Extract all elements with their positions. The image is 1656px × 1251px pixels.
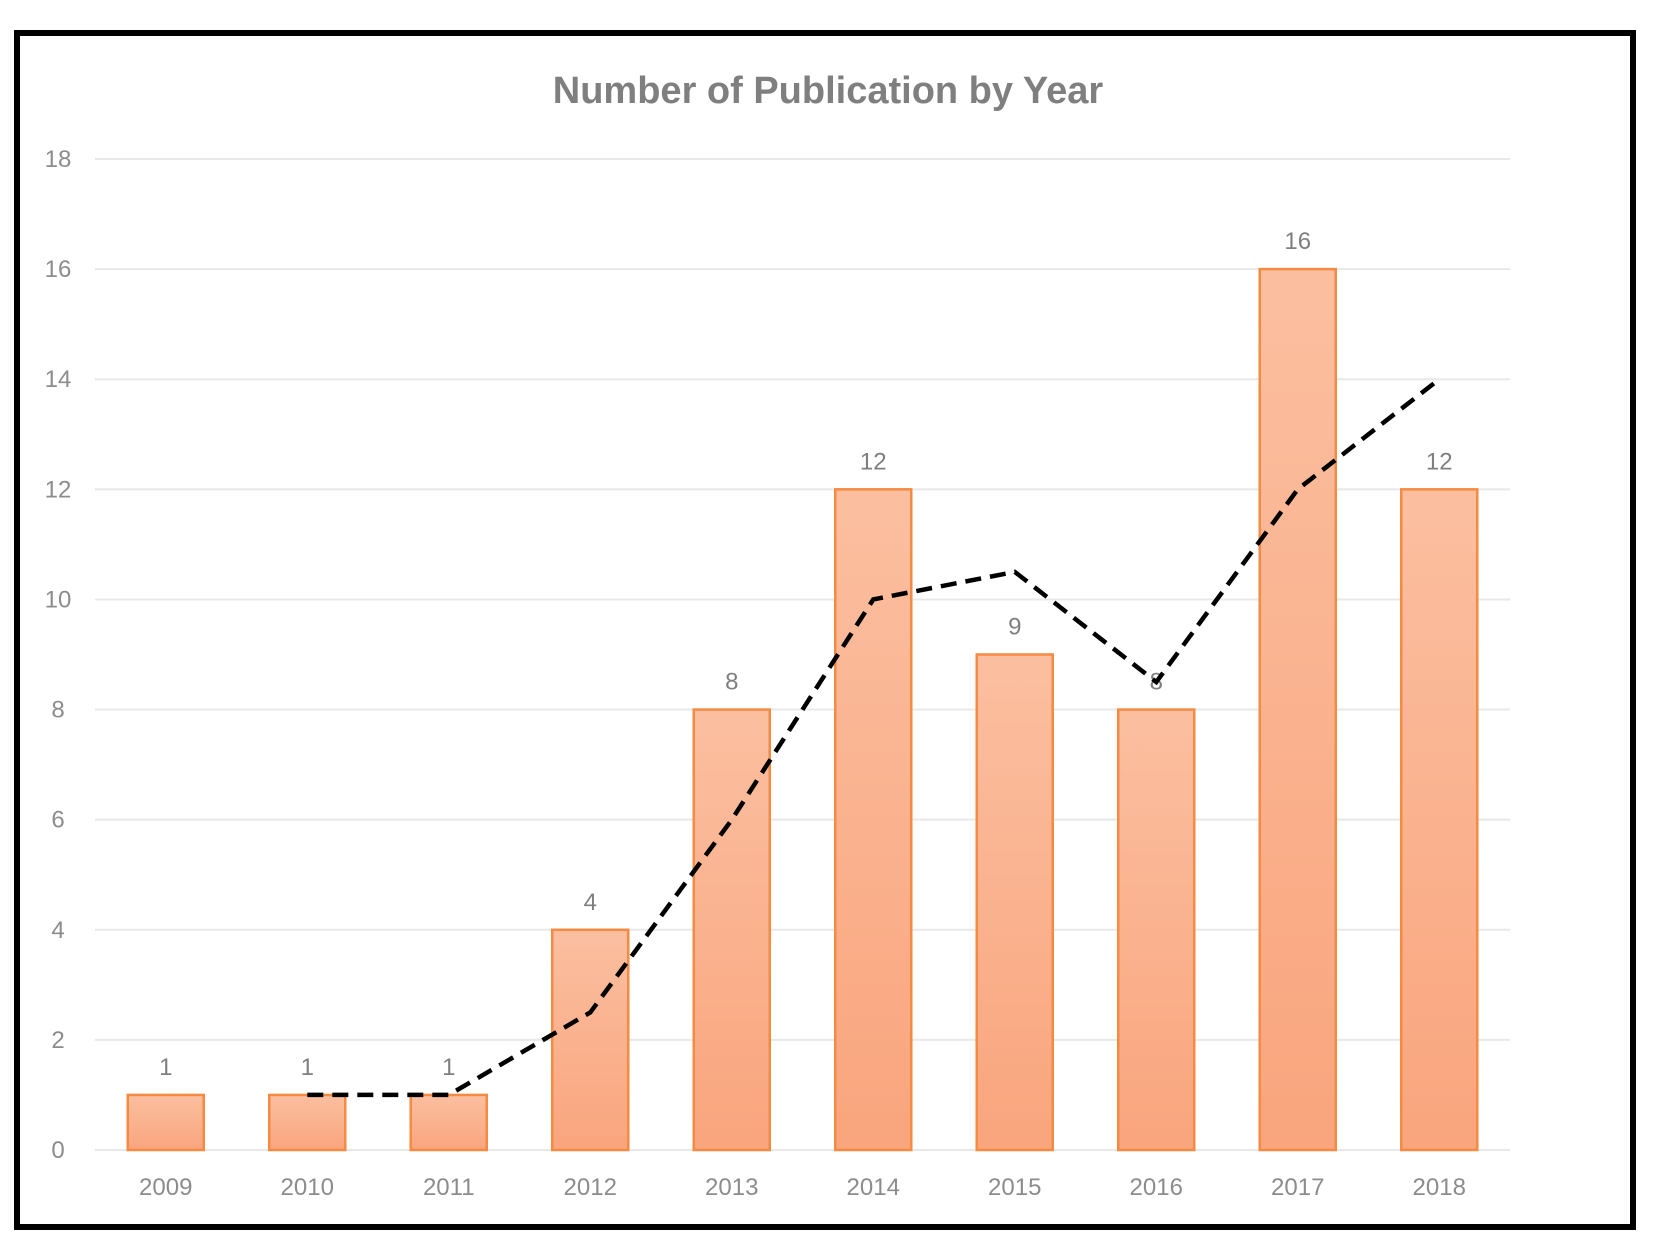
x-tick-label: 2016: [1130, 1174, 1183, 1201]
y-tick-label: 16: [45, 256, 72, 283]
x-axis-ticks: 2009 2010 2011 2012 2013 2014 2015 2016 2017 2018: [139, 1174, 1466, 1201]
bar-2016: [1117, 708, 1196, 1152]
data-label-2009: 1: [159, 1054, 172, 1081]
bar-2014: [834, 488, 913, 1152]
x-tick-label: 2009: [139, 1174, 192, 1201]
bar-2010: [268, 1093, 347, 1152]
x-tick-label: 2012: [564, 1174, 617, 1201]
y-tick-label: 6: [51, 807, 64, 834]
y-tick-label: 18: [45, 146, 72, 173]
y-tick-label: 14: [45, 366, 72, 393]
bar-2015: [975, 653, 1054, 1152]
bar-2017: [1258, 267, 1337, 1152]
data-label-2017: 16: [1284, 228, 1311, 255]
x-tick-label: 2010: [281, 1174, 334, 1201]
data-label-2013: 8: [725, 669, 738, 696]
x-tick-label: 2013: [705, 1174, 758, 1201]
bar-2011: [409, 1093, 488, 1152]
y-tick-label: 2: [51, 1027, 64, 1054]
data-label-2015: 9: [1008, 614, 1021, 641]
x-tick-label: 2015: [988, 1174, 1041, 1201]
data-label-2018: 12: [1426, 448, 1453, 475]
trendline: [307, 377, 1441, 1098]
bars: [126, 267, 1479, 1152]
bar-2012: [551, 928, 630, 1152]
y-tick-label: 0: [51, 1137, 64, 1164]
data-label-2014: 12: [860, 448, 887, 475]
chart-frame: [14, 30, 1636, 1230]
bar-2013: [692, 708, 771, 1152]
y-axis-ticks: 0 2 4 6 8 10 12 14 16 18: [45, 146, 72, 1164]
trendline-group: [307, 377, 1441, 1098]
bar-2018: [1400, 488, 1479, 1152]
data-label-2011: 1: [442, 1054, 455, 1081]
y-tick-label: 12: [45, 476, 72, 503]
data-label-2012: 4: [584, 889, 597, 916]
x-tick-label: 2017: [1271, 1174, 1324, 1201]
chart-title: Number of Publication by Year: [553, 70, 1104, 112]
bar-2009: [126, 1093, 205, 1152]
x-tick-label: 2011: [423, 1174, 475, 1201]
y-tick-label: 4: [51, 917, 64, 944]
data-label-2010: 1: [301, 1054, 314, 1081]
y-tick-label: 8: [51, 697, 64, 724]
y-tick-label: 10: [45, 586, 72, 613]
x-tick-label: 2018: [1413, 1174, 1466, 1201]
x-tick-label: 2014: [847, 1174, 900, 1201]
